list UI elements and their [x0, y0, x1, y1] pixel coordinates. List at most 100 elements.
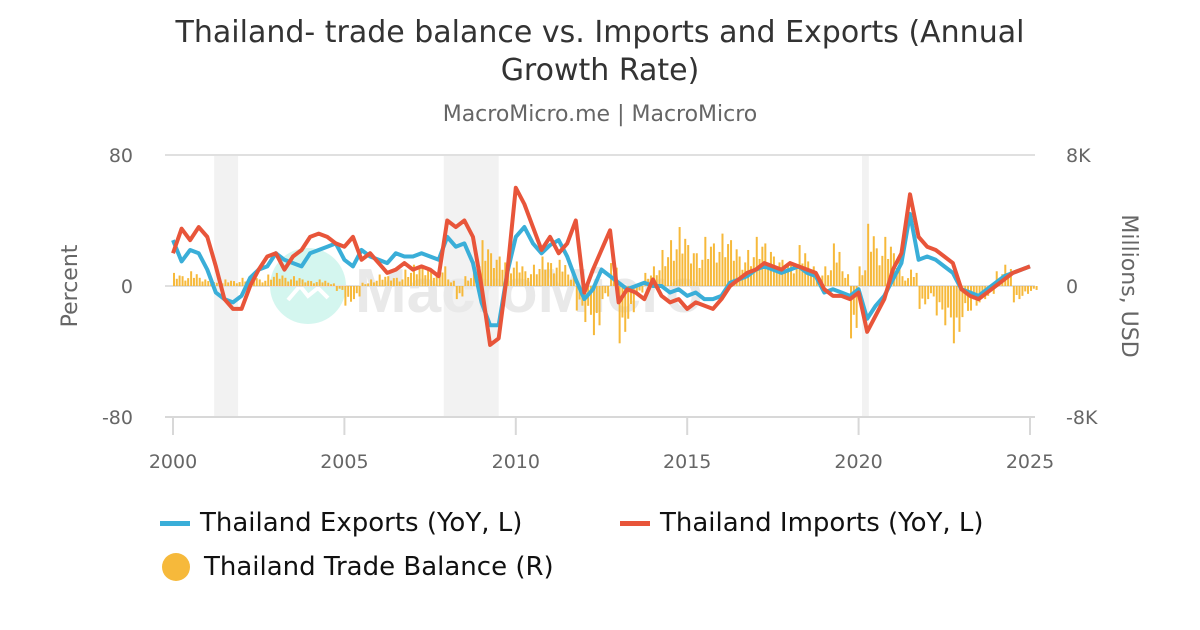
trade-balance-bar — [1012, 286, 1015, 303]
x-axis: 2000 2005 2010 2015 2020 2025 — [149, 417, 1054, 473]
trade-balance-bar — [595, 286, 598, 314]
trade-balance-bar — [327, 282, 330, 286]
trade-balance-bar — [967, 286, 970, 311]
trade-balance-bar — [198, 277, 201, 286]
trade-balance-bar — [667, 257, 670, 286]
trade-balance-bar — [201, 281, 204, 286]
trade-balance-bar — [570, 279, 573, 286]
y-tick-left: 0 — [121, 276, 133, 298]
trade-balance-bar — [904, 280, 907, 286]
trade-balance-bar — [878, 265, 881, 286]
trade-balance-bar — [775, 269, 778, 286]
y-tick-left: 80 — [109, 145, 133, 167]
trade-balance-bar — [375, 280, 378, 286]
trade-balance-bar — [324, 280, 327, 286]
trade-balance-bar — [747, 249, 750, 286]
trade-balance-bar — [361, 282, 364, 286]
trade-balance-bar — [409, 272, 412, 286]
trade-balance-bar — [287, 281, 290, 286]
trade-balance-bar — [227, 282, 230, 286]
y-tick-right: -8K — [1066, 407, 1098, 429]
trade-balance-bar — [827, 275, 830, 286]
trade-balance-bar — [295, 280, 298, 286]
trade-balance-bar — [230, 280, 233, 286]
trade-balance-bar — [415, 274, 418, 286]
trade-balance-bar — [1018, 286, 1021, 300]
trade-balance-bar — [638, 286, 641, 291]
y-axis-left-title: Percent — [58, 244, 83, 327]
trade-balance-bar — [949, 286, 952, 318]
trade-balance-bar — [792, 273, 795, 286]
legend-item-trade-balance[interactable]: Thailand Trade Balance (R) — [162, 552, 554, 582]
trade-balance-bar — [618, 286, 621, 344]
trade-balance-bar — [487, 249, 490, 286]
trade-balance-bar — [347, 286, 350, 297]
legend-item-imports[interactable]: Thailand Imports (YoY, L) — [620, 508, 984, 538]
trade-balance-bar — [547, 262, 550, 286]
trade-balance-bar — [392, 278, 395, 286]
trade-balance-bar — [767, 262, 770, 286]
trade-balance-bar — [875, 248, 878, 286]
trade-balance-bar — [704, 236, 707, 286]
trade-balance-bar — [235, 283, 238, 286]
trade-balance-bar — [192, 277, 195, 286]
trade-balance-bar — [524, 271, 527, 286]
chart-subtitle: MacroMicro.me | MacroMicro — [442, 102, 758, 127]
trade-balance-bar — [664, 266, 667, 286]
trade-balance-bar — [312, 283, 315, 286]
trade-balance-bar — [441, 272, 444, 286]
trade-balance-bar — [881, 255, 884, 286]
trade-balance-bar — [358, 286, 361, 297]
trade-balance-bar — [575, 286, 578, 311]
trade-balance-bar — [607, 286, 610, 297]
trade-balance-bar — [498, 256, 501, 286]
trade-balance-bar — [510, 273, 513, 286]
trade-balance-bar — [367, 283, 370, 286]
trade-balance-bar — [272, 276, 275, 286]
trade-balance-bar — [995, 271, 998, 286]
trade-balance-bar — [544, 269, 547, 286]
trade-balance-bar — [709, 246, 712, 286]
trade-balance-bar — [258, 279, 261, 286]
trade-balance-bar — [749, 266, 752, 286]
trade-balance-bar — [632, 286, 635, 313]
y-tick-left: -80 — [102, 407, 133, 429]
trade-balance-bar — [627, 286, 630, 319]
legend-item-exports[interactable]: Thailand Exports (YoY, L) — [160, 508, 522, 538]
trade-balance-bar — [1027, 286, 1030, 294]
trade-balance-bar — [398, 281, 401, 286]
trade-balance-bar — [852, 286, 855, 315]
trade-balance-bar — [275, 272, 278, 286]
trade-balance-bar — [567, 274, 570, 286]
trade-balance-bar — [732, 260, 735, 286]
trade-balance-bar — [535, 274, 538, 286]
trade-balance-bar — [352, 286, 355, 300]
trade-balance-bar — [412, 264, 415, 286]
trade-balance-bar — [801, 263, 804, 286]
y-axis-left: 80 0 -80 Percent — [58, 145, 133, 429]
trade-balance-bar — [270, 279, 273, 286]
trade-balance-bar — [944, 286, 947, 326]
trade-balance-bar — [715, 262, 718, 286]
trade-balance-bar — [675, 249, 678, 286]
trade-balance-bar — [884, 236, 887, 286]
trade-balance-bar — [932, 286, 935, 297]
imports-line — [171, 185, 1031, 347]
trade-balance-bar — [718, 251, 721, 286]
trade-balance-bar — [898, 259, 901, 286]
trade-balance-bar — [187, 278, 190, 286]
trade-balance-bar — [755, 236, 758, 286]
trade-balance-bar — [512, 267, 515, 286]
trade-balance-bar — [809, 272, 812, 286]
trade-balance-bar — [255, 278, 258, 286]
trade-balance-bar — [372, 282, 375, 286]
trade-balance-bar — [338, 286, 341, 289]
trade-balance-bar — [721, 233, 724, 286]
trade-balance-bar — [690, 263, 692, 286]
x-tick-label: 2005 — [320, 451, 368, 473]
trade-balance-bar — [635, 286, 638, 295]
trade-balance-bar — [315, 282, 318, 286]
legend-label: Thailand Exports (YoY, L) — [200, 508, 523, 538]
trade-balance-bar — [195, 274, 198, 286]
trade-balance-bar — [264, 280, 267, 286]
